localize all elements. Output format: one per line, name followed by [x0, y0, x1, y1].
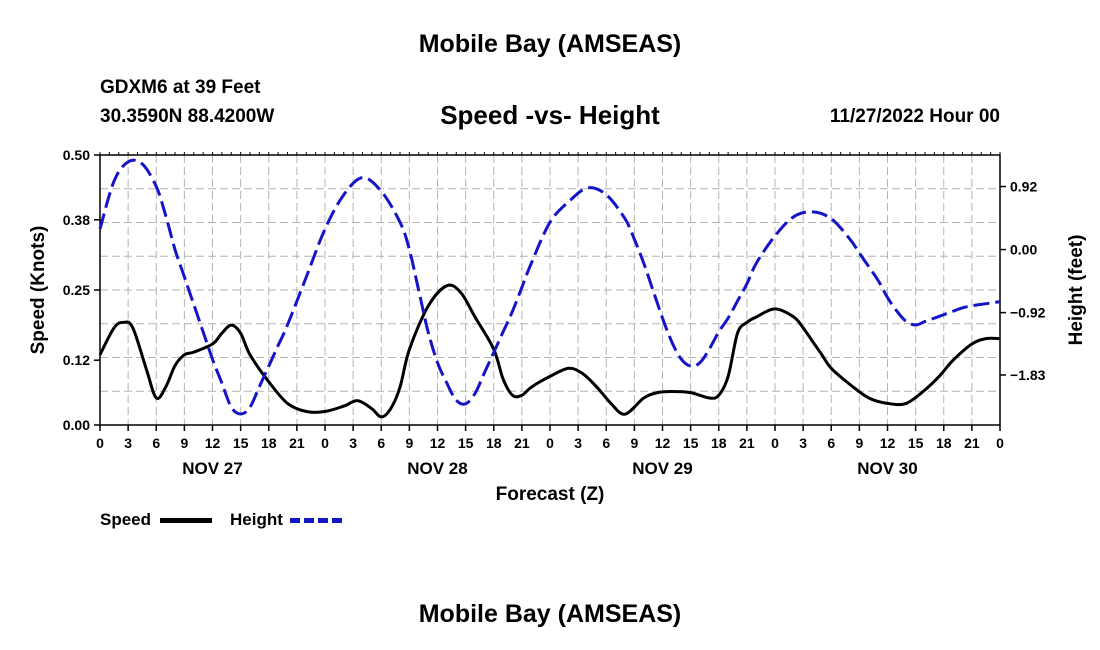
- y2-axis-title: Height (feet): [1066, 235, 1087, 346]
- x-tick-label: 6: [827, 435, 835, 451]
- y2-tick-label: 0.92: [1010, 179, 1037, 195]
- x-tick-label: 12: [880, 435, 896, 451]
- x-tick-label: 0: [96, 435, 104, 451]
- x-tick-label: 6: [152, 435, 160, 451]
- x-tick-label: 9: [405, 435, 413, 451]
- x-tick-label: 3: [124, 435, 132, 451]
- station-coordinates: 30.3590N 88.4200W: [100, 106, 275, 127]
- x-tick-label: 0: [996, 435, 1004, 451]
- x-tick-label: 9: [855, 435, 863, 451]
- footer-title: Mobile Bay (AMSEAS): [418, 600, 682, 628]
- y2-tick-label: −0.92: [1010, 305, 1046, 321]
- x-tick-label: 9: [630, 435, 638, 451]
- day-label: NOV 27: [182, 459, 242, 478]
- y-tick-label: 0.12: [63, 352, 90, 368]
- day-label: NOV 28: [407, 459, 467, 478]
- x-tick-label: 21: [964, 435, 980, 451]
- chart-subtitle: Speed -vs- Height: [440, 100, 660, 130]
- day-label: NOV 29: [632, 459, 692, 478]
- x-tick-label: 21: [739, 435, 755, 451]
- y2-tick-label: −1.83: [1010, 367, 1046, 383]
- series-line-height: [98, 158, 1001, 416]
- x-tick-label: 12: [205, 435, 221, 451]
- forecast-datetime: 11/27/2022 Hour 00: [829, 106, 1000, 127]
- x-tick-label: 15: [908, 435, 924, 451]
- legend-speed-swatch: [160, 518, 212, 523]
- y-tick-label: 0.50: [63, 147, 90, 163]
- x-tick-label: 12: [655, 435, 671, 451]
- x-tick-label: 18: [711, 435, 727, 451]
- x-tick-label: 0: [546, 435, 554, 451]
- series-line-speed: [98, 283, 1001, 419]
- day-label: NOV 30: [857, 459, 917, 478]
- x-tick-label: 15: [233, 435, 249, 451]
- y-tick-label: 0.38: [63, 212, 90, 228]
- y2-tick-label: 0.00: [1010, 242, 1037, 258]
- x-tick-label: 21: [289, 435, 305, 451]
- x-tick-label: 6: [377, 435, 385, 451]
- y-tick-label: 0.25: [63, 282, 90, 298]
- x-tick-label: 9: [180, 435, 188, 451]
- x-tick-label: 0: [771, 435, 779, 451]
- x-tick-label: 18: [486, 435, 502, 451]
- x-tick-label: 12: [430, 435, 446, 451]
- x-tick-label: 3: [799, 435, 807, 451]
- x-tick-label: 3: [574, 435, 582, 451]
- legend-speed-label: Speed: [100, 510, 152, 529]
- x-tick-label: 15: [458, 435, 474, 451]
- x-axis-title: Forecast (Z): [496, 484, 605, 505]
- x-tick-label: 18: [261, 435, 277, 451]
- y-tick-label: 0.00: [63, 417, 90, 433]
- legend-height-swatch: [290, 518, 342, 523]
- x-tick-label: 15: [683, 435, 699, 451]
- x-tick-label: 21: [514, 435, 530, 451]
- y-axis-title: Speed (Knots): [28, 226, 49, 355]
- x-tick-label: 18: [936, 435, 952, 451]
- legend-height-label: Height: [230, 510, 283, 529]
- x-tick-label: 0: [321, 435, 329, 451]
- station-label: GDXM6 at 39 Feet: [100, 77, 261, 98]
- x-tick-label: 3: [349, 435, 357, 451]
- chart-title: Mobile Bay (AMSEAS): [418, 30, 682, 58]
- x-tick-label: 6: [602, 435, 610, 451]
